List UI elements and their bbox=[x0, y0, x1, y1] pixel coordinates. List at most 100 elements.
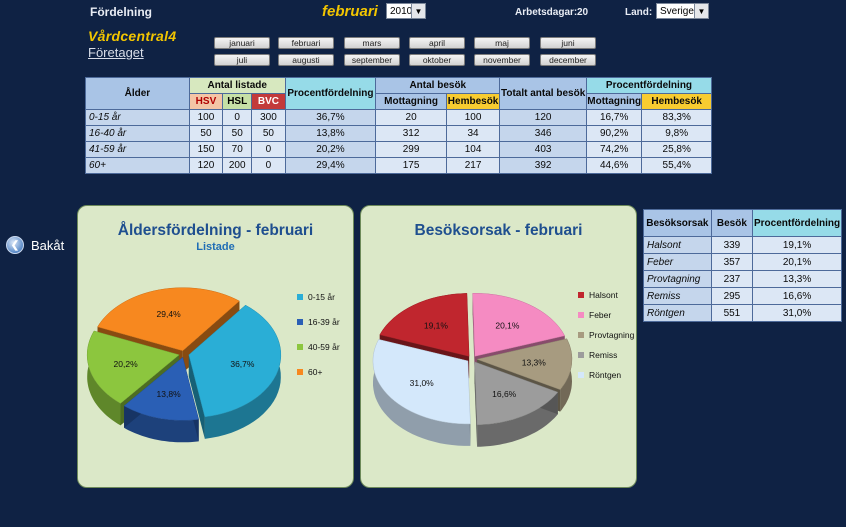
legend-entry: 16-39 år bbox=[297, 317, 340, 327]
year-select[interactable]: 2010 ▼ bbox=[386, 3, 426, 19]
cell-pm: 16,7% bbox=[585, 109, 643, 126]
cell-pct: 16,6% bbox=[752, 287, 842, 305]
pie-slice-side bbox=[124, 405, 199, 443]
cell-pm: 74,2% bbox=[585, 141, 643, 158]
pie-data-label: 29,4% bbox=[157, 309, 182, 319]
pie-data-label: 13,3% bbox=[522, 358, 547, 368]
pie-data-label: 19,1% bbox=[424, 321, 449, 331]
cell-age: 41-59 år bbox=[85, 141, 190, 158]
cell-bvc: 50 bbox=[251, 125, 286, 142]
cell-pct: 29,4% bbox=[284, 157, 377, 174]
legend-label: Röntgen bbox=[589, 370, 622, 380]
cell-pct: 13,8% bbox=[284, 125, 377, 142]
month-button[interactable]: oktober bbox=[409, 54, 465, 66]
cell-hsl: 50 bbox=[222, 125, 253, 142]
reason-chart-title: Besöksorsak - februari bbox=[414, 222, 583, 239]
month-button[interactable]: juni bbox=[540, 37, 596, 49]
legend-swatch bbox=[297, 369, 303, 375]
workdays-label: Arbetsdagar: bbox=[515, 7, 578, 18]
chevron-down-icon[interactable]: ▼ bbox=[694, 4, 708, 18]
cell-hem: 217 bbox=[445, 157, 501, 174]
cell-reason: Feber bbox=[643, 253, 712, 271]
header-visits: Antal besök bbox=[375, 77, 501, 94]
pie-slice-40-59-år bbox=[86, 330, 180, 404]
cell-age: 60+ bbox=[85, 157, 190, 174]
cell-pct: 19,1% bbox=[752, 236, 842, 254]
cell-hem: 34 bbox=[445, 125, 501, 142]
legend-swatch bbox=[297, 294, 303, 300]
cell-tot: 403 bbox=[499, 141, 587, 158]
table-row: Remiss 295 16,6% bbox=[643, 287, 842, 305]
cell-age: 0-15 år bbox=[85, 109, 190, 126]
cell-hsv: 150 bbox=[188, 141, 224, 158]
cell-ph: 55,4% bbox=[641, 157, 712, 174]
pie-slice-60- bbox=[97, 287, 240, 351]
legend-swatch bbox=[578, 332, 584, 338]
month-button[interactable]: januari bbox=[214, 37, 270, 49]
cell-bvc: 0 bbox=[251, 157, 286, 174]
country-value: Sverige bbox=[660, 5, 694, 17]
pie-data-label: 16,6% bbox=[492, 389, 517, 399]
legend-swatch bbox=[297, 344, 303, 350]
cell-ph: 9,8% bbox=[641, 125, 712, 142]
cell-reason: Remiss bbox=[643, 287, 712, 305]
cell-reason: Halsont bbox=[643, 236, 712, 254]
chevron-down-icon[interactable]: ▼ bbox=[411, 4, 425, 18]
pie-data-label: 31,0% bbox=[410, 378, 435, 388]
legend-entry: Remiss bbox=[578, 350, 617, 360]
cell-ph: 25,8% bbox=[641, 141, 712, 158]
pie-slice-feber bbox=[472, 293, 566, 357]
pie-slice-side bbox=[204, 305, 281, 439]
cell-visits: 295 bbox=[710, 287, 754, 305]
header-home-visit: Hembesök bbox=[445, 93, 501, 110]
month-button[interactable]: augusti bbox=[278, 54, 334, 66]
header-home-visit-pct: Hembesök bbox=[641, 93, 712, 110]
company-link[interactable]: Företaget bbox=[88, 45, 144, 60]
age-chart-title: Åldersfördelning - februari bbox=[117, 222, 314, 239]
table-row: Feber 357 20,1% bbox=[643, 253, 842, 271]
cell-hem: 100 bbox=[445, 109, 501, 126]
cell-pct: 20,1% bbox=[752, 253, 842, 271]
legend-label: 40-59 år bbox=[308, 342, 340, 352]
cell-mott: 20 bbox=[375, 109, 447, 126]
legend-swatch bbox=[297, 319, 303, 325]
header-visit-count: Besök bbox=[710, 209, 754, 237]
month-button[interactable]: december bbox=[540, 54, 596, 66]
month-button[interactable]: november bbox=[474, 54, 530, 66]
legend-swatch bbox=[578, 292, 584, 298]
workdays-value: 20 bbox=[577, 7, 589, 18]
month-button[interactable]: februari bbox=[278, 37, 334, 49]
legend-entry: Halsont bbox=[578, 290, 618, 300]
month-button[interactable]: mars bbox=[344, 37, 400, 49]
cell-hsl: 0 bbox=[222, 109, 253, 126]
month-button[interactable]: september bbox=[344, 54, 400, 66]
arrow-left-icon: ❮ bbox=[6, 236, 24, 254]
pie-slice-halsont bbox=[379, 293, 470, 357]
header-hsv: HSV bbox=[188, 93, 224, 110]
page-title: Fördelning bbox=[90, 5, 152, 19]
cell-visits: 551 bbox=[710, 304, 754, 322]
clinic-name: Vårdcentral4 bbox=[88, 28, 177, 44]
month-button[interactable]: maj bbox=[474, 37, 530, 49]
legend-swatch bbox=[578, 372, 584, 378]
back-button[interactable]: ❮ Bakåt bbox=[6, 236, 64, 254]
back-label: Bakåt bbox=[31, 237, 65, 253]
visit-reason-table: Besöksorsak Besök Procentfördelning Hals… bbox=[643, 209, 842, 322]
country-label: Land: bbox=[625, 7, 653, 18]
month-button[interactable]: juli bbox=[214, 54, 270, 66]
age-chart-panel: Åldersfördelning - februari Listade 36,7… bbox=[77, 205, 354, 488]
pie-slice-side bbox=[477, 392, 558, 447]
cell-visits: 237 bbox=[710, 270, 754, 288]
legend-entry: 40-59 år bbox=[297, 342, 340, 352]
legend-swatch bbox=[578, 312, 584, 318]
cell-hem: 104 bbox=[445, 141, 501, 158]
age-chart-subtitle: Listade bbox=[196, 241, 235, 253]
legend-swatch bbox=[578, 352, 584, 358]
cell-pct: 20,2% bbox=[284, 141, 377, 158]
legend-label: 0-15 år bbox=[308, 292, 335, 302]
table-row: 60+ 120 200 0 29,4% 175 217 392 44,6% 55,4% bbox=[85, 157, 712, 174]
month-button[interactable]: april bbox=[409, 37, 465, 49]
pie-data-label: 20,1% bbox=[495, 320, 520, 330]
pie-slice-remiss bbox=[474, 361, 559, 426]
country-select[interactable]: Sverige ▼ bbox=[656, 3, 709, 19]
